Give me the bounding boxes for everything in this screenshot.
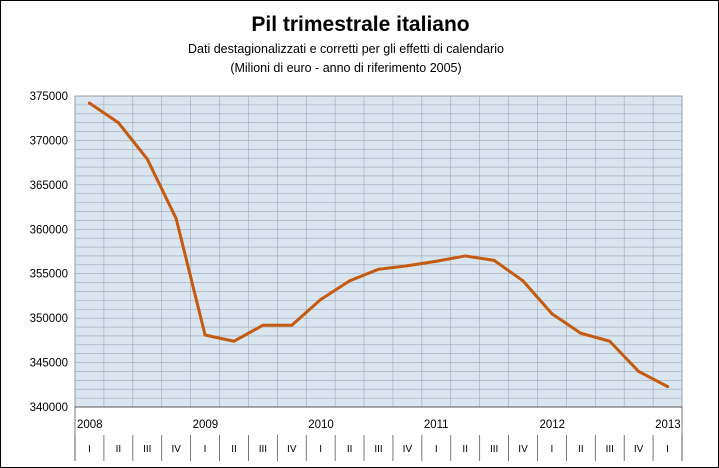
y-tick-label: 370000: [30, 135, 68, 147]
x-tick-label-quarter: IV: [287, 444, 297, 455]
chart-subtitle-line-1: Dati destagionalizzati e corretti per gl…: [188, 42, 504, 56]
data-point: [492, 258, 496, 262]
data-point: [261, 323, 265, 327]
data-point: [434, 259, 438, 263]
data-point: [232, 339, 236, 343]
data-point: [203, 333, 207, 337]
y-tick-label: 360000: [30, 224, 68, 236]
data-point: [608, 339, 612, 343]
chart-subtitle-line-2: (Milioni di euro - anno di riferimento 2…: [230, 61, 462, 75]
x-tick-label-quarter: II: [231, 444, 237, 455]
x-axis: I II III IV I II III IV I II III IV I II III IV I II III IV…: [74, 406, 683, 461]
x-tick-label-year: 2013: [655, 419, 681, 431]
y-tick-label: 340000: [30, 402, 68, 414]
x-tick-label-year: 2010: [308, 419, 334, 431]
data-point: [145, 157, 149, 161]
data-point: [377, 267, 380, 271]
data-point: [666, 385, 670, 389]
x-tick-label-quarter: II: [578, 444, 584, 455]
x-tick-label-quarter: III: [606, 444, 614, 455]
x-tick-label-quarter: I: [204, 444, 207, 455]
data-point: [550, 312, 554, 316]
x-tick-label-year: 2012: [539, 419, 565, 431]
x-tick-label-quarter: I: [435, 444, 438, 455]
y-tick-label: 355000: [30, 269, 68, 281]
data-point: [87, 101, 91, 105]
x-tick-label-year: 2009: [193, 419, 219, 431]
plot-background: [74, 95, 683, 408]
y-tick-label: 365000: [30, 180, 68, 192]
x-tick-label-year: 2011: [424, 419, 449, 431]
x-tick-label-year: 2008: [77, 419, 103, 431]
x-tick-label-quarter: IV: [634, 444, 644, 455]
data-point: [463, 254, 467, 258]
plot-area: [74, 95, 683, 408]
data-point: [116, 121, 120, 125]
x-tick-label-quarter: I: [666, 444, 669, 455]
x-tick-label-quarter: IV: [403, 444, 413, 455]
data-point: [405, 264, 409, 268]
data-point: [521, 279, 525, 283]
y-tick-label: 345000: [30, 358, 68, 370]
data-point: [637, 369, 641, 373]
x-tick-label-quarter: IV: [171, 444, 181, 455]
series-pil: [87, 101, 670, 389]
x-tick-label-quarter: II: [462, 444, 468, 455]
y-axis: 340000 345000 350000 355000 360000 365000 3700…: [30, 91, 68, 414]
x-tick-label-quarter: III: [259, 444, 267, 455]
y-tick-label: 350000: [30, 313, 68, 325]
data-point: [319, 297, 323, 301]
data-point: [348, 279, 352, 283]
data-point: [579, 331, 583, 335]
x-tick-label-quarter: I: [88, 444, 91, 455]
x-tick-label-quarter: IV: [518, 444, 528, 455]
x-tick-label-quarter: III: [374, 444, 382, 455]
x-tick-label-quarter: III: [143, 444, 151, 455]
y-tick-label: 375000: [30, 91, 68, 103]
data-point: [290, 323, 294, 327]
x-tick-label-quarter: III: [490, 444, 498, 455]
x-tick-label-quarter: I: [319, 444, 322, 455]
chart-title: Pil trimestrale italiano: [251, 13, 470, 36]
data-point: [174, 217, 178, 221]
x-tick-label-quarter: II: [347, 444, 353, 455]
x-tick-label-quarter: II: [116, 444, 122, 455]
x-tick-label-quarter: I: [551, 444, 554, 455]
